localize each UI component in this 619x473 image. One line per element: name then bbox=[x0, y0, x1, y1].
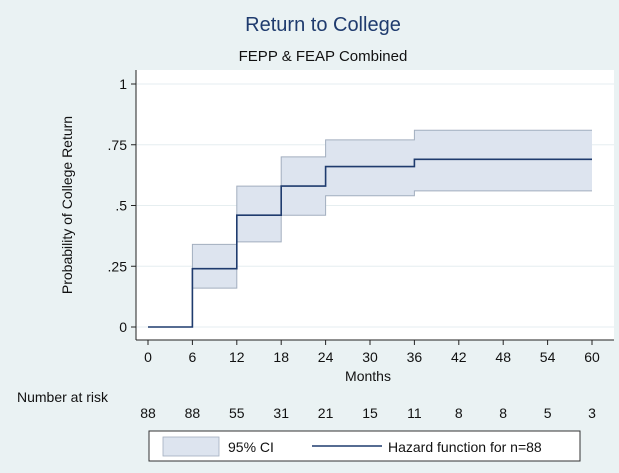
hazard-line-layer bbox=[148, 158, 592, 328]
risk-value-6: 11 bbox=[407, 405, 422, 421]
x-tick-label-5: 30 bbox=[362, 349, 378, 365]
x-tick-label-1: 6 bbox=[189, 349, 197, 365]
x-tick-label-6: 36 bbox=[407, 349, 423, 365]
y-tick-label-1: .25 bbox=[108, 258, 128, 274]
x-tick-label-3: 18 bbox=[273, 349, 289, 365]
axes: 0 .25 .5 .75 1 0 6 12 18 24 30 36 42 48 54 60 bbox=[108, 70, 614, 365]
y-tick-label-4: 1 bbox=[119, 76, 127, 92]
risk-value-9: 5 bbox=[544, 405, 552, 421]
x-tick-label-9: 54 bbox=[540, 349, 556, 365]
x-tick-label-0: 0 bbox=[144, 349, 152, 365]
ci-band-upper bbox=[148, 129, 592, 328]
y-axis-label: Probability of College Return bbox=[59, 116, 75, 294]
risk-value-3: 31 bbox=[273, 405, 289, 421]
x-tick-label-10: 60 bbox=[584, 349, 600, 365]
risk-value-2: 55 bbox=[229, 405, 245, 421]
risk-value-4: 21 bbox=[318, 405, 334, 421]
risk-value-7: 8 bbox=[455, 405, 463, 421]
x-axis-label: Months bbox=[345, 368, 391, 384]
x-tick-label-8: 48 bbox=[495, 349, 511, 365]
x-tick-label-7: 42 bbox=[451, 349, 467, 365]
y-tick-label-3: .75 bbox=[108, 137, 128, 153]
risk-value-5: 15 bbox=[362, 405, 378, 421]
legend-label-hazard: Hazard function for n=88 bbox=[388, 439, 542, 455]
legend-label-ci: 95% CI bbox=[228, 439, 274, 455]
legend: 95% CI Hazard function for n=88 bbox=[148, 430, 581, 462]
series-line-0 bbox=[148, 158, 592, 328]
risk-value-1: 88 bbox=[185, 405, 201, 421]
legend-swatch-ci-band bbox=[162, 436, 220, 457]
risk-table: 88 88 55 31 21 15 11 8 8 5 3 bbox=[140, 405, 596, 421]
y-tick-label-2: .5 bbox=[115, 198, 127, 214]
risk-table-label: Number at risk bbox=[17, 389, 109, 405]
risk-value-8: 8 bbox=[499, 405, 507, 421]
y-tick-label-0: 0 bbox=[119, 319, 127, 335]
chart-subtitle: FEPP & FEAP Combined bbox=[239, 48, 408, 65]
chart-title: Return to College bbox=[245, 14, 401, 36]
ci-band-area bbox=[148, 130, 592, 327]
x-tick-label-2: 12 bbox=[229, 349, 245, 365]
risk-value-0: 88 bbox=[140, 405, 156, 421]
risk-value-10: 3 bbox=[588, 405, 596, 421]
x-tick-label-4: 24 bbox=[318, 349, 334, 365]
